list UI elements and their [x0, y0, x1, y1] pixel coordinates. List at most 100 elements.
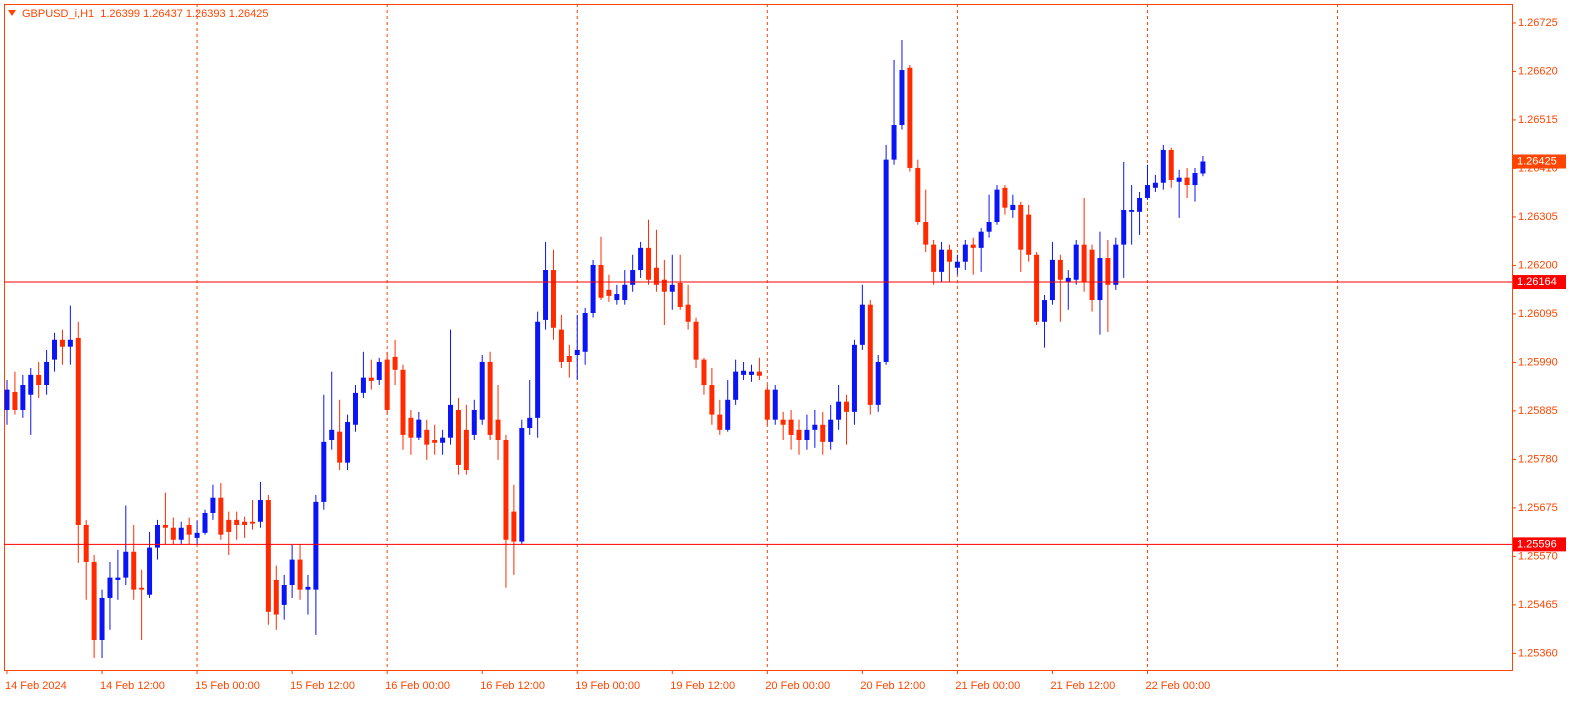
candle-body: [281, 585, 287, 605]
y-tick-label: 1.26620: [1518, 65, 1558, 77]
candle-body: [527, 417, 533, 428]
candle-body: [598, 264, 604, 298]
candle-body: [677, 282, 683, 307]
candle-body: [851, 344, 857, 412]
candle-body: [1034, 254, 1040, 322]
candle-body: [907, 67, 913, 168]
candle-body: [630, 270, 636, 285]
candle-body: [289, 559, 295, 586]
candle-body: [891, 125, 897, 160]
candle-body: [788, 419, 794, 435]
candle-body: [899, 70, 905, 126]
candle-body: [4, 389, 10, 410]
candle-body: [384, 359, 390, 410]
x-tick-label: 22 Feb 00:00: [1145, 680, 1210, 692]
candle-body: [1105, 258, 1111, 285]
x-tick-label: 21 Feb 12:00: [1050, 680, 1115, 692]
candle-body: [352, 392, 358, 425]
candle-body: [1121, 209, 1127, 245]
candle-body: [313, 501, 319, 590]
candle-body: [622, 284, 628, 301]
candle-body: [1089, 249, 1095, 301]
y-tick-label: 1.26200: [1518, 259, 1558, 271]
level-label: 1.26164: [1517, 276, 1557, 288]
candle-body: [550, 270, 556, 328]
x-tick-label: 16 Feb 00:00: [385, 680, 450, 692]
candle-body: [257, 500, 263, 522]
candle-body: [1065, 277, 1071, 283]
candle-body: [67, 339, 73, 347]
candle-body: [859, 304, 865, 345]
candle-body: [329, 429, 335, 440]
candle-body: [368, 377, 374, 381]
x-tick-label: 19 Feb 12:00: [670, 680, 735, 692]
candle-body: [1129, 209, 1135, 212]
y-tick-label: 1.26725: [1518, 17, 1558, 29]
candle-body: [1137, 197, 1143, 212]
candle-body: [1168, 149, 1174, 180]
plot-frame: [4, 4, 1513, 671]
candle-body: [1144, 185, 1150, 198]
candle-body: [273, 579, 279, 615]
level-label-bg: [1513, 275, 1566, 290]
candle-body: [844, 401, 850, 412]
candle-body: [915, 167, 921, 222]
y-tick-label: 1.25780: [1518, 453, 1558, 465]
candle-body: [606, 289, 612, 296]
candle-body: [376, 361, 382, 380]
candle-body: [1042, 300, 1048, 322]
candle-body: [210, 497, 216, 513]
candle-body: [503, 439, 509, 540]
candle-body: [764, 389, 770, 420]
candle-body: [99, 597, 105, 640]
candle-body: [297, 559, 303, 590]
candle-body: [1176, 177, 1182, 182]
y-tick-label: 1.25990: [1518, 356, 1558, 368]
candle-body: [416, 419, 422, 438]
candle-body: [820, 424, 826, 442]
candle-body: [756, 371, 762, 376]
last-price-label: 1.26425: [1517, 155, 1557, 167]
candle-body: [250, 521, 256, 524]
candle-body: [59, 339, 65, 347]
candle-body: [685, 304, 691, 322]
y-tick-label: 1.26095: [1518, 308, 1558, 320]
candle-body: [337, 431, 343, 463]
candle-body: [717, 414, 723, 430]
candle-body: [495, 419, 501, 440]
candle-body: [970, 244, 976, 248]
candle-body: [875, 361, 881, 405]
candle-body: [242, 521, 248, 525]
candle-body: [946, 249, 952, 262]
candle-body: [638, 247, 644, 271]
candle-body: [75, 337, 81, 525]
candle-body: [1002, 187, 1008, 208]
candle-body: [154, 524, 160, 548]
candle-body: [772, 389, 778, 420]
candle-body: [139, 587, 145, 590]
candle-body: [463, 429, 469, 471]
candle-body: [479, 361, 485, 420]
candle-body: [115, 577, 121, 580]
candle-body: [91, 561, 97, 640]
candle-body: [939, 249, 945, 272]
candle-body: [487, 361, 493, 435]
candle-body: [836, 401, 842, 420]
candle-body: [440, 437, 446, 443]
candle-body: [1160, 149, 1166, 183]
candle-body: [392, 356, 398, 370]
candle-body: [52, 339, 58, 360]
candle-body: [408, 417, 414, 438]
candle-body: [1049, 259, 1055, 301]
y-tick-label: 1.26515: [1518, 114, 1558, 126]
candle-body: [178, 527, 184, 540]
candle-body: [796, 429, 802, 440]
candle-body: [812, 424, 818, 430]
candle-body: [186, 524, 192, 535]
candle-body: [44, 361, 50, 386]
candle-body: [424, 429, 430, 445]
candle-body: [1097, 258, 1103, 301]
x-tick-label: 16 Feb 12:00: [480, 680, 545, 692]
candle-body: [1184, 177, 1190, 186]
